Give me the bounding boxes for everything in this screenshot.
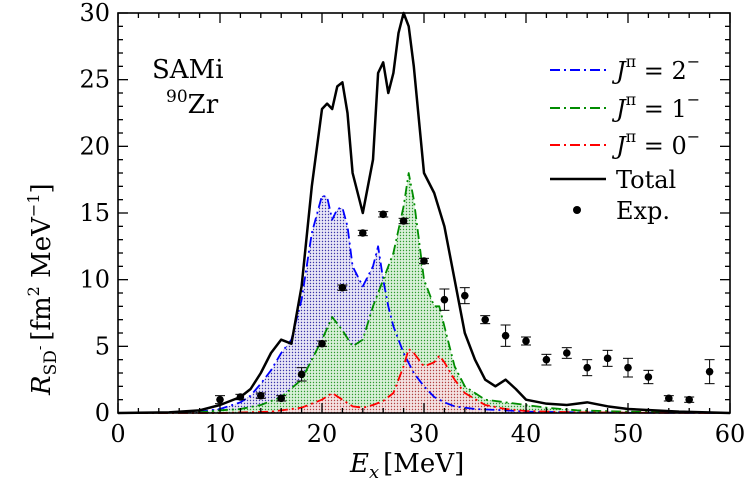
exp-point <box>563 349 571 357</box>
legend-marker-exp <box>573 206 581 214</box>
y-tick-label: 0 <box>95 399 110 427</box>
y-tick-label: 5 <box>95 332 110 360</box>
series-0-minus-fill <box>118 349 730 413</box>
exp-point <box>399 217 408 225</box>
exp-point <box>542 355 551 364</box>
x-axis-title: Ex [MeV] <box>349 449 464 483</box>
exp-point <box>603 354 612 363</box>
exp-point <box>665 394 673 403</box>
x-tick-label: 20 <box>307 420 338 448</box>
exp-point <box>236 393 245 401</box>
exp-point <box>318 339 326 348</box>
x-tick-label: 0 <box>110 420 125 448</box>
y-tick-label: 25 <box>79 66 110 94</box>
exp-point <box>685 395 693 404</box>
x-tick-label: 40 <box>511 420 542 448</box>
model-annotation: SAMi <box>152 55 224 85</box>
y-tick-label: 10 <box>79 266 110 294</box>
legend-label-total: Total <box>616 166 676 194</box>
exp-point <box>297 370 306 379</box>
area-fills <box>118 173 730 413</box>
exp-point <box>338 283 347 292</box>
exp-point <box>216 395 224 404</box>
exp-point <box>522 337 530 345</box>
series-2-minus-line <box>117 194 731 414</box>
exp-point <box>481 315 490 324</box>
ticks: 0 10 20 30 40 50 60 0 5 10 15 20 25 30 <box>79 0 745 448</box>
exp-point <box>583 363 591 372</box>
y-tick-label: 15 <box>79 199 110 227</box>
legend-label-exp: Exp. <box>616 197 670 225</box>
x-tick-label: 60 <box>715 420 746 448</box>
series-0-minus-line <box>118 348 731 414</box>
x-tick-label: 10 <box>205 420 236 448</box>
exp-point <box>379 210 388 219</box>
y-tick-label: 30 <box>79 0 110 27</box>
exp-point <box>705 367 714 376</box>
exp-point <box>420 257 428 265</box>
exp-point <box>461 291 469 300</box>
y-tick-label: 20 <box>79 132 110 160</box>
y-axis-title: RSD-[fm2 MeV−1] <box>24 183 61 396</box>
exp-point <box>501 331 510 340</box>
exp-point <box>257 391 265 400</box>
exp-point <box>440 295 449 304</box>
x-tick-label: 50 <box>613 420 644 448</box>
legend: Jπ = 2− Jπ = 1− Jπ = 0− Total Exp. <box>550 52 700 225</box>
experiment-points <box>215 210 715 405</box>
exp-point <box>359 229 367 237</box>
legend-label-0: Jπ = 0− <box>611 127 700 160</box>
nucleus-annotation: 90Zr <box>166 87 219 120</box>
legend-label-2: Jπ = 2− <box>611 52 700 85</box>
exp-point <box>624 363 632 372</box>
exp-point <box>277 394 286 403</box>
series-1-minus-fill <box>118 173 730 413</box>
series-total-line <box>117 11 731 415</box>
legend-label-1: Jπ = 1− <box>611 90 700 123</box>
series-1-minus-line <box>117 172 731 414</box>
series-curves <box>117 11 731 415</box>
x-tick-label: 30 <box>409 420 440 448</box>
exp-point <box>644 373 653 381</box>
